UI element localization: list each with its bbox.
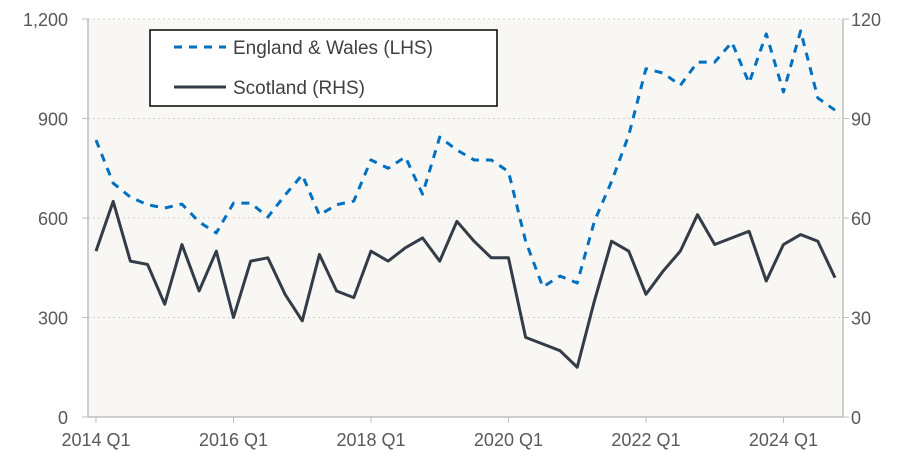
y-left-tick-label: 1,200	[23, 10, 68, 30]
y-left-tick-label: 300	[38, 309, 68, 329]
y-right-tick-label: 120	[851, 10, 881, 30]
y-right-tick-label: 90	[851, 110, 871, 130]
series-line-scotland	[94, 199, 837, 369]
y-right-tick-label: 60	[851, 209, 871, 229]
y-left-tick-label: 0	[58, 408, 68, 428]
x-tick-label: 2022 Q1	[611, 430, 680, 450]
y-right-tick-label: 0	[851, 408, 861, 428]
legend-label-scotland: Scotland (RHS)	[233, 78, 365, 99]
x-tick-label: 2014 Q1	[61, 430, 130, 450]
x-tick-label: 2018 Q1	[336, 430, 405, 450]
y-right-tick-label: 30	[851, 309, 871, 329]
y-left-tick-label: 900	[38, 110, 68, 130]
x-tick-label: 2016 Q1	[199, 430, 268, 450]
x-tick-label: 2020 Q1	[474, 430, 543, 450]
legend-label-england-wales: England & Wales (LHS)	[233, 38, 433, 59]
y-left-tick-label: 600	[38, 209, 68, 229]
x-tick-label: 2024 Q1	[749, 430, 818, 450]
legend: England & Wales (LHS) Scotland (RHS)	[149, 29, 498, 107]
